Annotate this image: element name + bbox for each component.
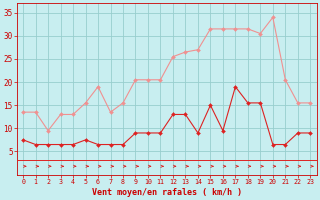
X-axis label: Vent moyen/en rafales ( km/h ): Vent moyen/en rafales ( km/h ) — [92, 188, 242, 197]
